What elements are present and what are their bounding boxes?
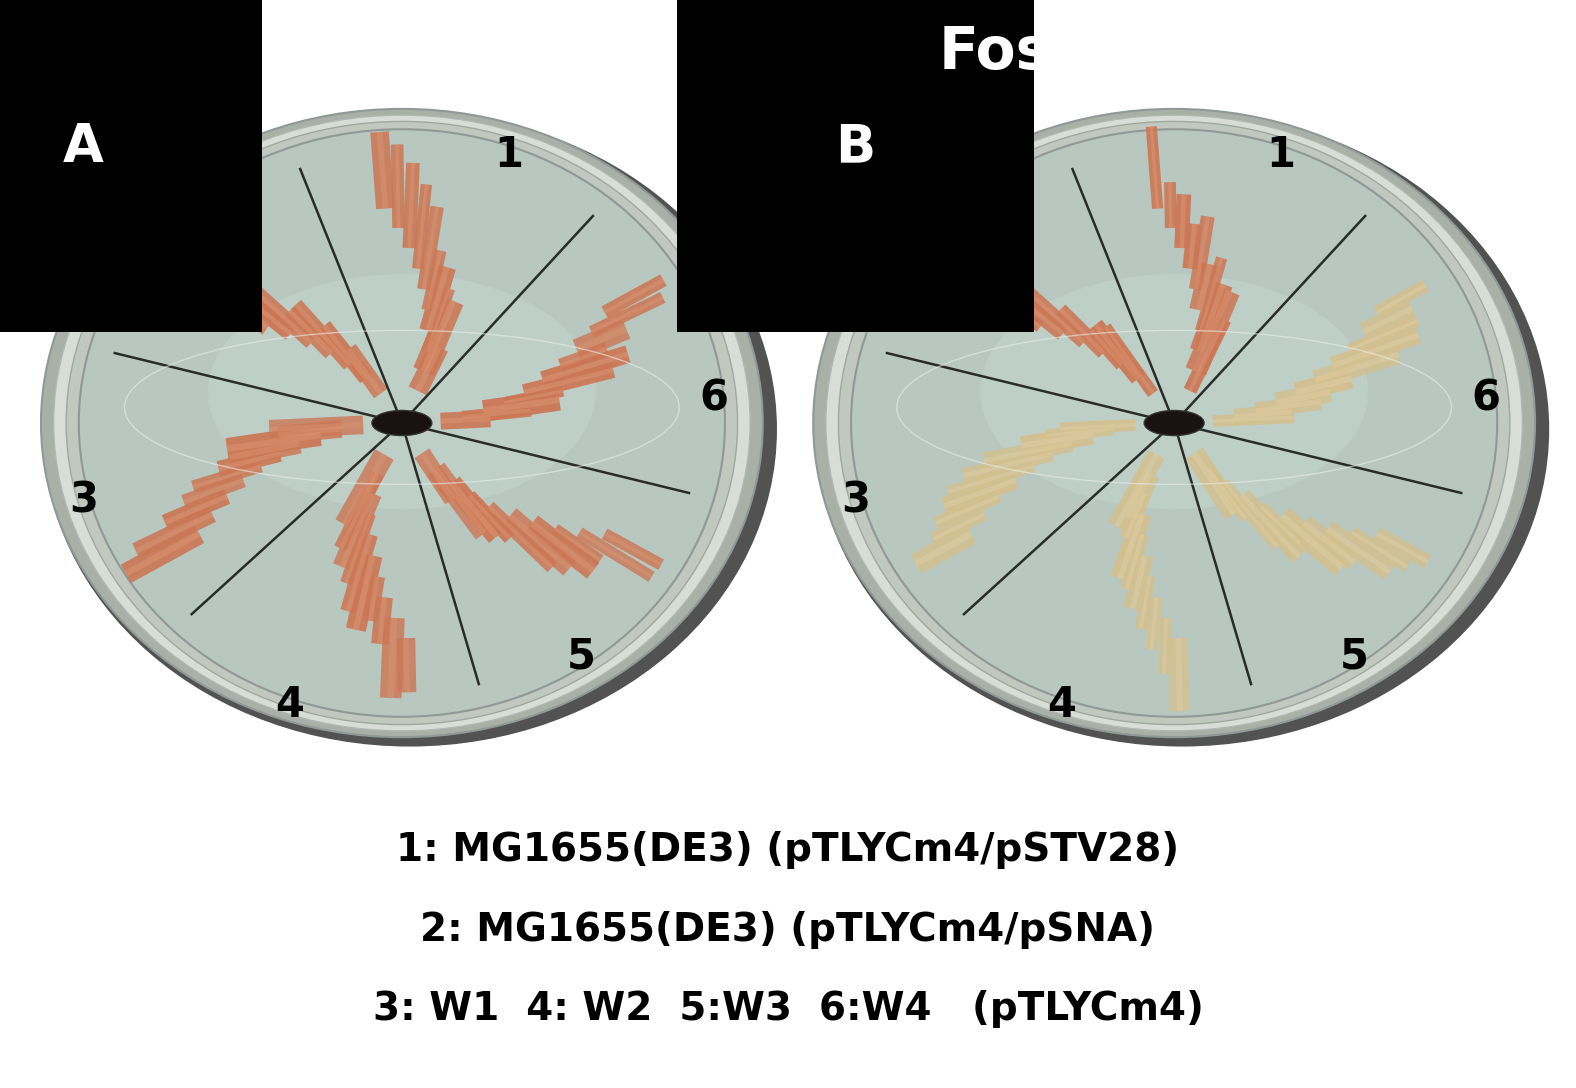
- Text: 3: 3: [69, 480, 98, 521]
- Ellipse shape: [41, 109, 763, 738]
- Text: 1: MG1655(DE3) (pTLYCm4/pSTV28): 1: MG1655(DE3) (pTLYCm4/pSTV28): [397, 831, 1179, 869]
- Text: B: B: [835, 122, 876, 173]
- Ellipse shape: [1144, 410, 1204, 435]
- Text: 2: 2: [958, 184, 987, 225]
- Text: 6: 6: [700, 378, 728, 419]
- Text: 6: 6: [1472, 378, 1500, 419]
- Ellipse shape: [66, 122, 738, 725]
- Text: NONE: NONE: [309, 24, 495, 81]
- Ellipse shape: [815, 112, 1549, 746]
- Text: A: A: [63, 122, 104, 173]
- Text: 4: 4: [274, 683, 304, 726]
- Ellipse shape: [208, 274, 596, 509]
- Text: 4: 4: [1046, 683, 1076, 726]
- Text: Fosmidomycin: Fosmidomycin: [939, 24, 1409, 81]
- Ellipse shape: [838, 122, 1510, 725]
- Ellipse shape: [851, 129, 1497, 717]
- Text: 1: 1: [495, 134, 523, 176]
- Text: 3: 3: [842, 480, 870, 521]
- Ellipse shape: [43, 112, 777, 746]
- Text: 1: 1: [1267, 134, 1295, 176]
- Ellipse shape: [54, 115, 750, 731]
- Text: 3: W1  4: W2  5:W3  6:W4   (pTLYCm4): 3: W1 4: W2 5:W3 6:W4 (pTLYCm4): [372, 990, 1204, 1028]
- Ellipse shape: [826, 115, 1522, 731]
- Ellipse shape: [372, 410, 432, 435]
- Ellipse shape: [980, 274, 1368, 509]
- Ellipse shape: [79, 129, 725, 717]
- Text: 5: 5: [1340, 635, 1368, 678]
- Ellipse shape: [813, 109, 1535, 738]
- Text: 2: MG1655(DE3) (pTLYCm4/pSNA): 2: MG1655(DE3) (pTLYCm4/pSNA): [421, 911, 1155, 949]
- Text: 2: 2: [186, 184, 214, 225]
- Text: 5: 5: [567, 635, 596, 678]
